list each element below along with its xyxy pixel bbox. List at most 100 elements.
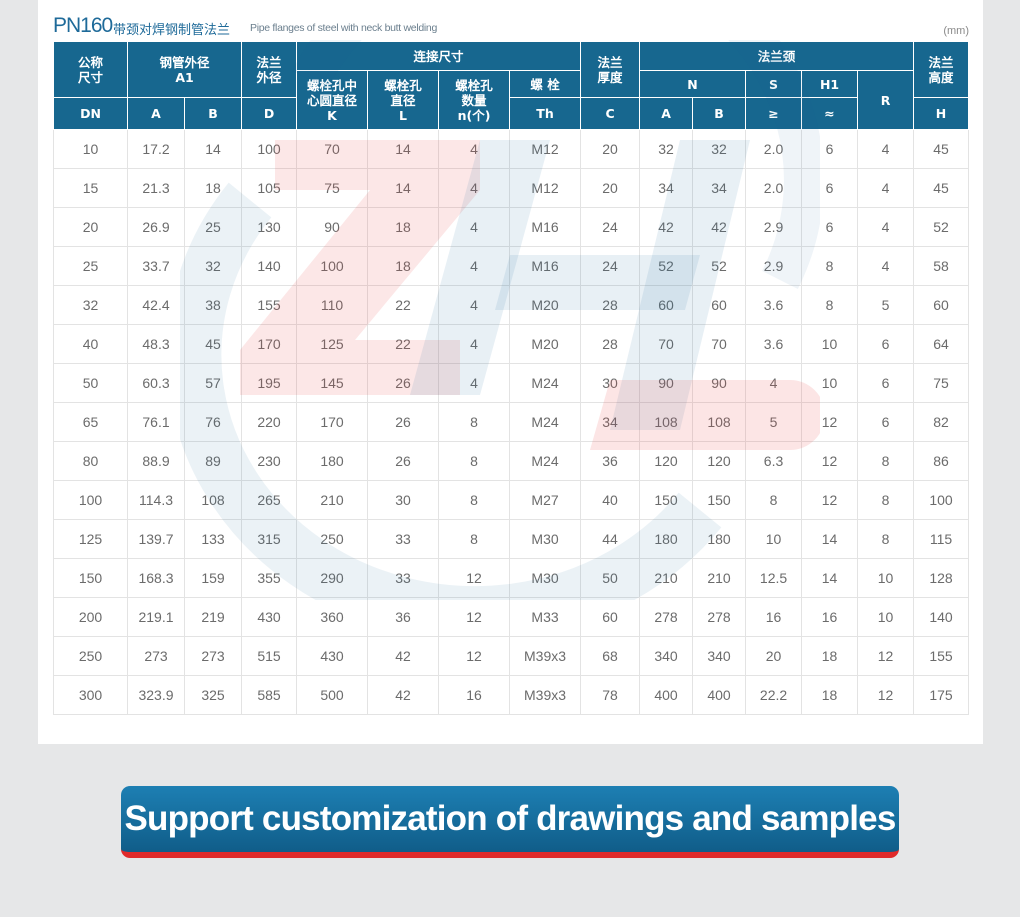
cell-pipe-b: 14 [183,129,243,169]
cell-bolt-hole-l: 18 [367,207,440,247]
cell-thickness-c: 44 [580,519,641,559]
cell-neck-b: 150 [692,480,747,520]
cell-neck-r: 6 [857,324,915,364]
header-dn: DN [53,97,128,130]
title-chinese: 带颈对焊钢制管法兰 [113,23,231,38]
cell-neck-b: 60 [692,285,747,325]
cell-neck-r: 8 [857,480,915,520]
cell-pipe-a: 323.9 [127,675,185,715]
cell-dn: 20 [53,207,128,247]
cell-bolt-hole-l: 22 [367,285,440,325]
cell-dn: 50 [53,363,128,403]
cell-thickness-c: 20 [580,168,641,208]
cell-neck-b: 32 [692,129,747,169]
cell-pipe-b: 108 [183,480,243,520]
cell-neck-r: 5 [857,285,915,325]
cell-neck-b: 90 [692,363,747,403]
header-s-symbol: ≥ [745,97,803,130]
cell-neck-a: 278 [639,597,694,637]
cell-neck-a: 32 [639,129,694,169]
cell-bolt-count-n: 8 [438,441,511,481]
cell-height-h: 64 [913,324,970,364]
cell-neck-h1: 12 [801,441,859,481]
table-row: 100 114.3 108 265 210 30 8 M27 40 150 150 8 12 8 100 [53,480,970,520]
cell-bolt-count-n: 12 [438,636,511,676]
cell-bolt-hole-l: 33 [367,558,440,598]
cell-neck-h1: 6 [801,207,859,247]
cell-height-h: 45 [913,168,970,208]
cell-bolt-th: M16 [509,207,582,247]
cell-pipe-b: 38 [183,285,243,325]
header-neck-n: N [639,70,747,98]
header-c: C [580,97,641,130]
table-row: 80 88.9 89 230 180 26 8 M24 36 120 120 6.3 12 8 86 [53,441,970,481]
cell-neck-h1: 14 [801,558,859,598]
cell-pipe-b: 273 [183,636,243,676]
cell-pipe-a: 139.7 [127,519,185,559]
cell-bolt-th: M12 [509,129,582,169]
header-flange-thickness: 法兰 厚度 [580,41,641,98]
cell-bolt-circle-k: 75 [296,168,369,208]
cell-dn: 80 [53,441,128,481]
cell-bolt-hole-l: 30 [367,480,440,520]
cell-neck-a: 340 [639,636,694,676]
cell-height-h: 82 [913,402,970,442]
header-bolt-count: 螺栓孔 数量 n(个) [438,70,511,130]
cell-dn: 25 [53,246,128,286]
cell-neck-h1: 6 [801,168,859,208]
cell-pipe-a: 33.7 [127,246,185,286]
cell-bolt-circle-k: 360 [296,597,369,637]
cell-neck-s: 2.9 [745,246,803,286]
cell-neck-h1: 12 [801,402,859,442]
cell-bolt-hole-l: 33 [367,519,440,559]
cell-thickness-c: 78 [580,675,641,715]
cell-neck-h1: 10 [801,363,859,403]
cell-bolt-count-n: 8 [438,402,511,442]
cell-pipe-b: 133 [183,519,243,559]
cell-flange-d: 105 [241,168,298,208]
cell-bolt-hole-l: 14 [367,168,440,208]
header-a: A [127,97,185,130]
cell-pipe-b: 57 [183,363,243,403]
cell-pipe-b: 25 [183,207,243,247]
cell-bolt-count-n: 4 [438,246,511,286]
cell-pipe-a: 76.1 [127,402,185,442]
cell-dn: 300 [53,675,128,715]
cell-pipe-b: 32 [183,246,243,286]
header-bolt-hole: 螺栓孔 直径 L [367,70,440,130]
cell-flange-d: 315 [241,519,298,559]
title-english: Pipe flanges of steel with neck butt wel… [250,22,438,34]
cell-bolt-th: M12 [509,168,582,208]
cell-flange-d: 515 [241,636,298,676]
table-row: 32 42.4 38 155 110 22 4 M20 28 60 60 3.6 8 5 60 [53,285,970,325]
cell-dn: 32 [53,285,128,325]
cell-neck-s: 22.2 [745,675,803,715]
cell-neck-r: 12 [857,636,915,676]
banner-text: Support customization of drawings and sa… [124,799,896,838]
cell-thickness-c: 30 [580,363,641,403]
header-flange-od: 法兰 外径 [241,41,298,98]
cell-bolt-hole-l: 42 [367,675,440,715]
cell-neck-s: 3.6 [745,285,803,325]
cell-height-h: 100 [913,480,970,520]
cell-neck-r: 4 [857,129,915,169]
cell-thickness-c: 60 [580,597,641,637]
cell-neck-r: 6 [857,402,915,442]
cell-bolt-th: M24 [509,363,582,403]
cell-bolt-count-n: 16 [438,675,511,715]
cell-neck-r: 8 [857,441,915,481]
cell-flange-d: 265 [241,480,298,520]
header-th: Th [509,97,582,130]
cell-neck-a: 108 [639,402,694,442]
cell-neck-h1: 8 [801,285,859,325]
cell-height-h: 86 [913,441,970,481]
cell-pipe-a: 219.1 [127,597,185,637]
cell-pipe-b: 325 [183,675,243,715]
cell-bolt-circle-k: 70 [296,129,369,169]
table-body: 10 17.2 14 100 70 14 4 M12 20 32 32 2.0 6 4 45 15 21.3 18… [53,129,970,715]
cell-bolt-count-n: 4 [438,363,511,403]
cell-flange-d: 355 [241,558,298,598]
cell-bolt-th: M20 [509,324,582,364]
cell-bolt-th: M27 [509,480,582,520]
table-row: 200 219.1 219 430 360 36 12 M33 60 278 278 16 16 10 14… [53,597,970,637]
